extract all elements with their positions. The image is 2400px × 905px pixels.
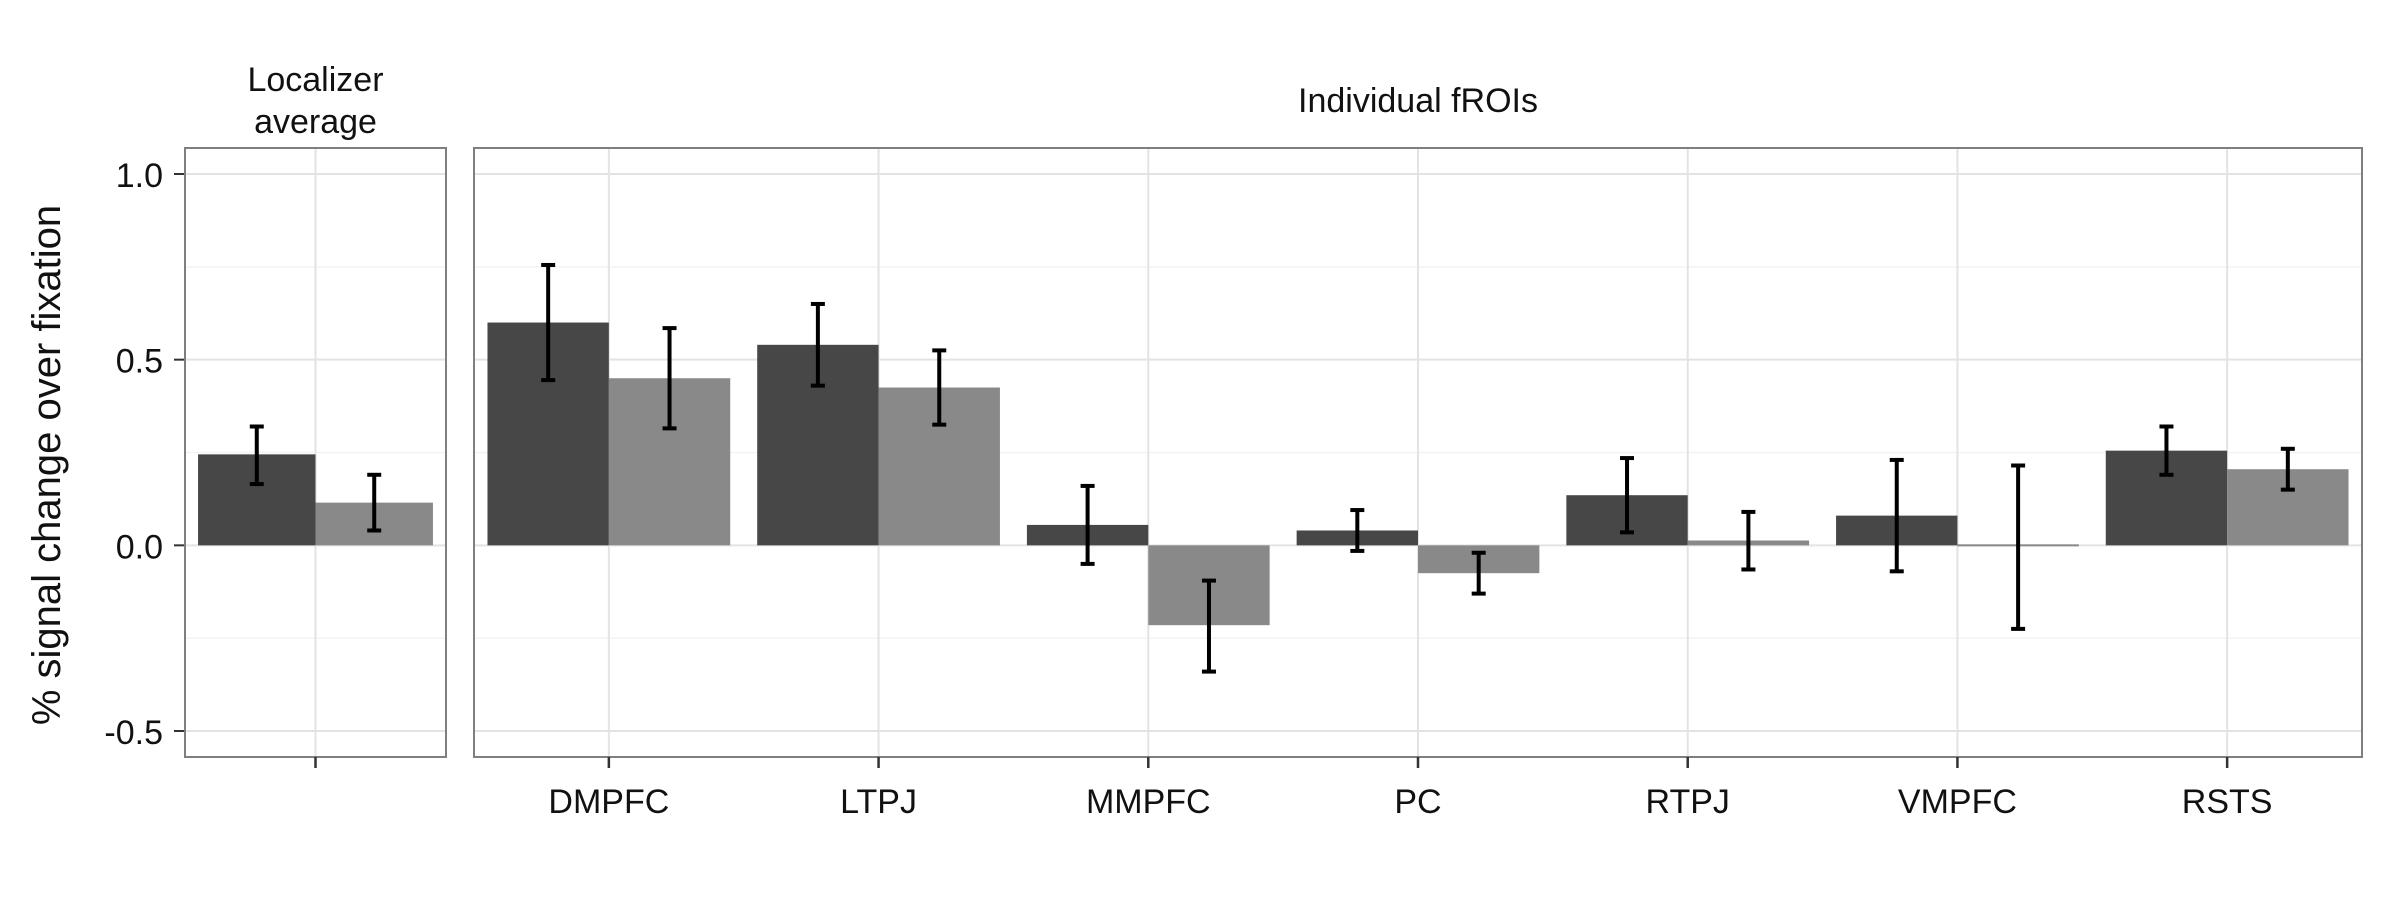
x-tick-label: PC bbox=[1394, 783, 1441, 821]
x-tick-label: MMPFC bbox=[1086, 783, 1211, 821]
x-tick-label: RTPJ bbox=[1646, 783, 1730, 821]
y-tick-label: -0.5 bbox=[104, 714, 163, 752]
x-tick-label: LTPJ bbox=[840, 783, 917, 821]
y-tick-label: 0.0 bbox=[116, 528, 163, 566]
x-tick-label: RSTS bbox=[2182, 783, 2273, 821]
x-tick-label: VMPFC bbox=[1898, 783, 2017, 821]
y-tick-label: 0.5 bbox=[116, 343, 163, 381]
panel-strip-label: Localizer average bbox=[247, 61, 383, 141]
y-tick-label: 1.0 bbox=[116, 157, 163, 195]
y-axis-label: % signal change over fixation bbox=[25, 205, 69, 725]
panel-strip-label: Individual fROIs bbox=[1298, 82, 1538, 120]
x-tick-label: DMPFC bbox=[548, 783, 669, 821]
